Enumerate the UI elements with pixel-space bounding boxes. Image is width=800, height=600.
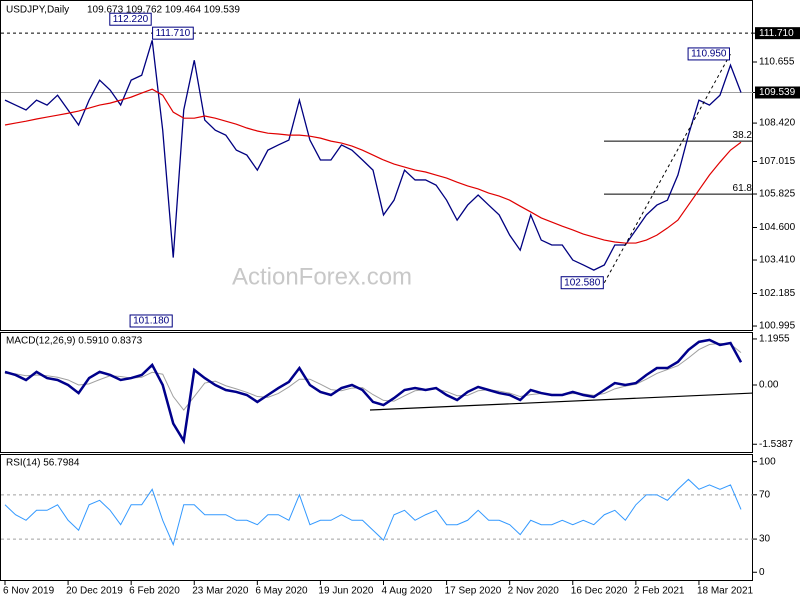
y-tick-highlight bbox=[755, 86, 800, 99]
y-tick-label: 0 bbox=[759, 567, 765, 578]
x-tick-label: 4 Aug 2020 bbox=[382, 586, 433, 597]
annotation-label: 110.950 bbox=[691, 49, 727, 60]
x-tick-label: 6 May 2020 bbox=[255, 586, 308, 597]
macd-line bbox=[4, 338, 743, 445]
rsi-panel-frame bbox=[0, 454, 753, 581]
annotation-box bbox=[129, 314, 173, 328]
x-tick-label: 2 Nov 2020 bbox=[508, 586, 560, 597]
annotation-box bbox=[560, 276, 604, 290]
annotation-label: 111.710 bbox=[156, 28, 191, 39]
x-tick-label: 17 Sep 2020 bbox=[445, 586, 502, 597]
moving-average bbox=[4, 88, 742, 244]
annotation-box bbox=[152, 26, 194, 40]
y-tick-label: 100.995 bbox=[759, 321, 796, 332]
y-tick-label: 70 bbox=[759, 489, 771, 500]
chart-title: USDJPY,Daily bbox=[6, 5, 69, 16]
annotation-box bbox=[109, 12, 152, 26]
y-tick-label: 100 bbox=[759, 456, 776, 467]
y-tick-label: 0.00 bbox=[759, 380, 779, 391]
y-tick-label: 108.420 bbox=[759, 118, 796, 129]
macd-title: MACD(12,26,9) 0.5910 0.8373 bbox=[6, 336, 143, 347]
y-tick-label: 107.015 bbox=[759, 156, 796, 167]
x-tick-label: 18 Mar 2021 bbox=[697, 586, 754, 597]
rsi-line bbox=[4, 478, 742, 547]
y-tick-label: 111.710 bbox=[759, 28, 794, 39]
price-panel-frame bbox=[0, 0, 753, 331]
trend-line bbox=[369, 392, 754, 411]
y-tick-label: 104.600 bbox=[759, 222, 796, 233]
rsi-title: RSI(14) 56.7984 bbox=[6, 458, 80, 469]
annotation-label: 102.580 bbox=[564, 277, 601, 288]
price-line bbox=[4, 40, 742, 271]
x-tick-label: 23 Mar 2020 bbox=[192, 586, 249, 597]
y-tick-label: -1.5387 bbox=[759, 439, 793, 450]
y-tick-label: 30 bbox=[759, 534, 771, 545]
annotation-label: 112.220 bbox=[113, 14, 149, 25]
trend-line bbox=[603, 53, 731, 283]
x-tick-label: 6 Nov 2019 bbox=[3, 586, 55, 597]
x-tick-label: 20 Dec 2019 bbox=[66, 586, 123, 597]
x-tick-label: 19 Jun 2020 bbox=[318, 586, 373, 597]
chart-subtitle: 109.673 109.762 109.464 109.539 bbox=[87, 5, 240, 16]
y-tick-label: 109.539 bbox=[759, 87, 796, 98]
annotation-label: 101.180 bbox=[133, 316, 170, 327]
y-tick-label: 1.1955 bbox=[759, 334, 790, 345]
x-tick-label: 16 Dec 2020 bbox=[571, 586, 628, 597]
annotation-box bbox=[687, 47, 730, 61]
y-tick-label: 110.655 bbox=[759, 57, 795, 68]
y-tick-label: 103.410 bbox=[759, 255, 796, 266]
y-tick-label: 102.185 bbox=[759, 288, 796, 299]
fib-label: 38.2 bbox=[733, 130, 753, 141]
y-tick-highlight bbox=[755, 27, 800, 40]
watermark: ActionForex.com bbox=[232, 263, 412, 290]
y-tick-label: 105.825 bbox=[759, 189, 796, 200]
fib-label: 61.8 bbox=[733, 183, 753, 194]
x-tick-label: 6 Feb 2020 bbox=[129, 586, 180, 597]
x-tick-label: 2 Feb 2021 bbox=[634, 586, 685, 597]
